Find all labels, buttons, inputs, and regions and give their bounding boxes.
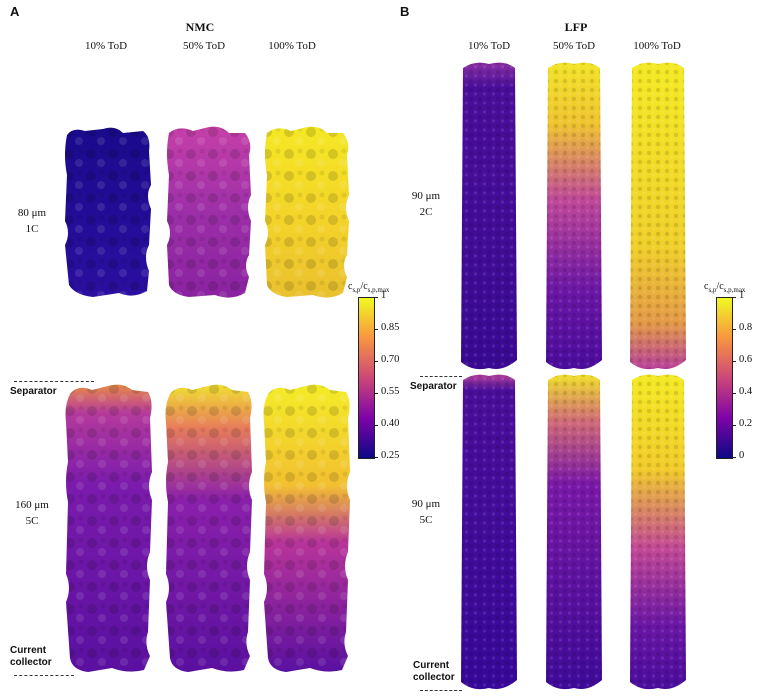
panel-b-tick: 1 [739, 290, 745, 301]
panel-a-tick: 0.55 [381, 386, 400, 397]
nmc-80um-100tod-render [265, 126, 349, 298]
panel-a-collector-label: Current collector [10, 645, 52, 669]
panel-b-collector-label: Current collector [413, 660, 455, 684]
panel-a-tick: 0.85 [381, 322, 400, 333]
panel-b-row2-thickness: 90 μm [411, 498, 441, 510]
panel-a-tick: 0.25 [381, 450, 400, 461]
lfp-2c-50tod-render [546, 62, 602, 370]
panel-b-tickmark [732, 393, 736, 394]
panel-b-tickmark [732, 361, 736, 362]
lfp-2c-100tod-render [630, 62, 686, 370]
panel-b-tick: 0.6 [739, 354, 753, 365]
panel-a-colorbar [358, 297, 375, 459]
panel-a-row2-thickness: 160 μm [15, 499, 49, 511]
panel-a-separator-label: Separator [10, 386, 57, 397]
panel-a-row1-thickness: 80 μm [17, 207, 47, 219]
panel-b-col-50: 50% ToD [552, 40, 596, 52]
lfp-5c-100tod-render [630, 374, 686, 690]
panel-b-col-100: 100% ToD [633, 40, 681, 52]
panel-b-tick: 0 [739, 450, 745, 461]
panel-a-colorbar-title: cs,p/cs,p,max [348, 281, 390, 294]
nmc-80um-50tod-render [167, 126, 251, 298]
panel-a-row2-rate: 5C [25, 515, 39, 527]
panel-a-collector-word2: collector [10, 657, 52, 668]
panel-a-letter: A [10, 4, 20, 19]
panel-b-row2-rate: 5C [419, 514, 433, 526]
panel-b-tick: 0.2 [739, 418, 753, 429]
panel-a-col-100: 100% ToD [268, 40, 316, 52]
nmc-80um-10tod-render [65, 127, 151, 298]
panel-b-colorbar [716, 297, 733, 459]
nmc-160um-50tod-render [165, 384, 252, 672]
panel-b-collector-word2: collector [413, 672, 455, 683]
panel-b-title: LFP [564, 20, 588, 34]
panel-b-tick: 0.4 [739, 386, 753, 397]
panel-a-tick: 1 [381, 290, 387, 301]
panel-a-tickmark [374, 393, 378, 394]
panel-a-tickmark [374, 425, 378, 426]
panel-a-col-50: 50% ToD [182, 40, 226, 52]
nmc-160um-100tod-render [263, 384, 350, 672]
panel-a-tickmark [374, 457, 378, 458]
panel-a-tickmark [374, 361, 378, 362]
lfp-5c-50tod-render [546, 374, 602, 690]
panel-b-letter: B [400, 4, 410, 19]
panel-b-tickmark [732, 425, 736, 426]
panel-b-row2-label: 90 μm 5C [396, 496, 456, 528]
panel-b-separator-line [420, 376, 462, 377]
panel-b-tick: 0.8 [739, 322, 753, 333]
panel-a-collector-line [14, 675, 74, 676]
panel-a-title: NMC [185, 20, 215, 34]
lfp-5c-10tod-render [461, 374, 517, 690]
panel-b-colorbar-title: cs,p/cs,p,max [704, 281, 746, 294]
panel-a-row1-rate: 1C [25, 223, 39, 235]
panel-b-tickmark [732, 297, 736, 298]
panel-b-row1-thickness: 90 μm [411, 190, 441, 202]
panel-b-tickmark [732, 329, 736, 330]
panel-b-collector-word1: Current [413, 660, 450, 671]
panel-a-tick: 0.40 [381, 418, 400, 429]
panel-a-tick: 0.70 [381, 354, 400, 365]
panel-b-collector-line [420, 690, 462, 691]
panel-a-col-10: 10% ToD [84, 40, 128, 52]
lfp-2c-10tod-render [461, 62, 517, 370]
panel-a-tickmark [374, 329, 378, 330]
panel-b-separator-label: Separator [410, 381, 457, 392]
panel-b-col-10: 10% ToD [467, 40, 511, 52]
panel-b-row1-rate: 2C [419, 206, 433, 218]
panel-b-row1-label: 90 μm 2C [396, 188, 456, 220]
panel-a-collector-word1: Current [10, 645, 47, 656]
panel-a-row1-label: 80 μm 1C [2, 205, 62, 237]
nmc-160um-10tod-render [65, 384, 152, 672]
panel-b-tickmark [732, 457, 736, 458]
panel-a-tickmark [374, 297, 378, 298]
panel-a-row2-label: 160 μm 5C [2, 497, 62, 529]
panel-a-separator-line [14, 381, 94, 382]
